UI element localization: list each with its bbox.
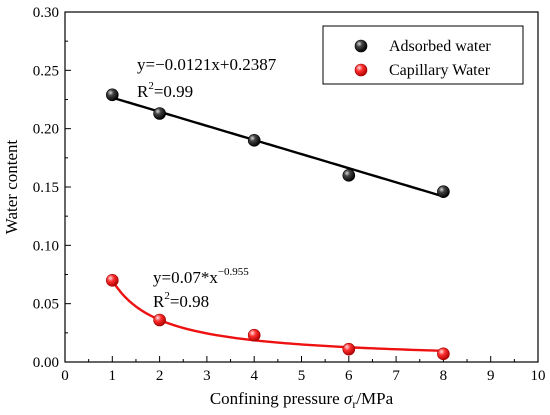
x-axis-label: Confining pressure σr/MPa — [210, 389, 394, 411]
capillary-data-point — [106, 274, 119, 287]
x-tick-label: 10 — [531, 368, 546, 384]
y-tick-label: 0.10 — [33, 238, 59, 254]
x-axis-label-prefix: Confining pressure — [210, 389, 344, 408]
adsorbed-fit-equation: y=−0.0121x+0.2387 — [137, 55, 277, 74]
y-tick-label: 0.30 — [33, 5, 59, 21]
capillary-r2-sup: 2 — [164, 290, 170, 302]
y-tick-label: 0.00 — [33, 355, 59, 371]
x-tick-label: 8 — [440, 368, 448, 384]
y-tick-label: 0.05 — [33, 297, 59, 313]
y-tick-label: 0.25 — [33, 63, 59, 79]
data-points — [106, 88, 450, 361]
legend-label-adsorbed: Adsorbed water — [389, 38, 491, 55]
y-axis-label: Water content — [2, 140, 21, 235]
x-tick-label: 5 — [298, 368, 306, 384]
capillary-fit-curve — [111, 279, 444, 352]
adsorbed-data-point — [437, 185, 450, 198]
x-tick-label: 2 — [156, 368, 164, 384]
adsorbed-fit-line — [111, 96, 444, 198]
capillary-eq-exponent: −0.955 — [218, 266, 249, 278]
x-tick-label: 9 — [487, 368, 495, 384]
y-tick-label: 0.15 — [33, 180, 59, 196]
x-axis-label-subscript: r — [352, 397, 356, 411]
tick-labels: 0 1 2 3 4 5 6 7 8 9 10 0.00 0.05 0.10 0.15 0.20 0.25 0.30 — [33, 5, 546, 384]
capillary-fit-equation: y=0.07*x−0.955 — [153, 266, 249, 287]
legend-label-capillary: Capillary Water — [389, 62, 491, 79]
legend-marker-adsorbed — [354, 39, 368, 53]
adsorbed-data-point — [153, 107, 166, 120]
capillary-data-point — [342, 342, 356, 356]
adsorbed-data-point — [106, 88, 119, 102]
fit-curves — [111, 96, 444, 352]
x-axis-label-symbol: σ — [344, 389, 353, 408]
x-tick-label: 4 — [250, 368, 258, 384]
legend-box — [322, 25, 524, 85]
capillary-data-point — [247, 328, 261, 342]
legend: Adsorbed water Capillary Water — [322, 25, 524, 85]
x-tick-label: 1 — [109, 368, 117, 384]
capillary-fit-r2: R2=0.98 — [153, 290, 209, 311]
adsorbed-r2-base: R — [137, 82, 149, 101]
capillary-r2-base: R — [153, 292, 165, 311]
adsorbed-fit-r2: R2=0.99 — [137, 80, 193, 101]
x-tick-label: 7 — [392, 368, 400, 384]
x-tick-label: 6 — [345, 368, 353, 384]
capillary-r2-value: =0.98 — [170, 292, 209, 311]
adsorbed-r2-sup: 2 — [148, 80, 154, 92]
plot-frame — [64, 11, 539, 363]
adsorbed-r2-value: =0.99 — [154, 82, 193, 101]
x-tick-label: 0 — [61, 368, 69, 384]
capillary-eq-base: y=0.07*x — [153, 268, 218, 287]
legend-marker-capillary — [354, 63, 368, 77]
capillary-data-point — [153, 313, 166, 327]
x-tick-label: 3 — [203, 368, 211, 384]
capillary-data-point — [437, 347, 450, 361]
x-axis-label-suffix: /MPa — [356, 389, 393, 408]
y-tick-label: 0.20 — [33, 122, 59, 138]
adsorbed-data-point — [342, 169, 356, 182]
adsorbed-data-point — [247, 134, 261, 147]
